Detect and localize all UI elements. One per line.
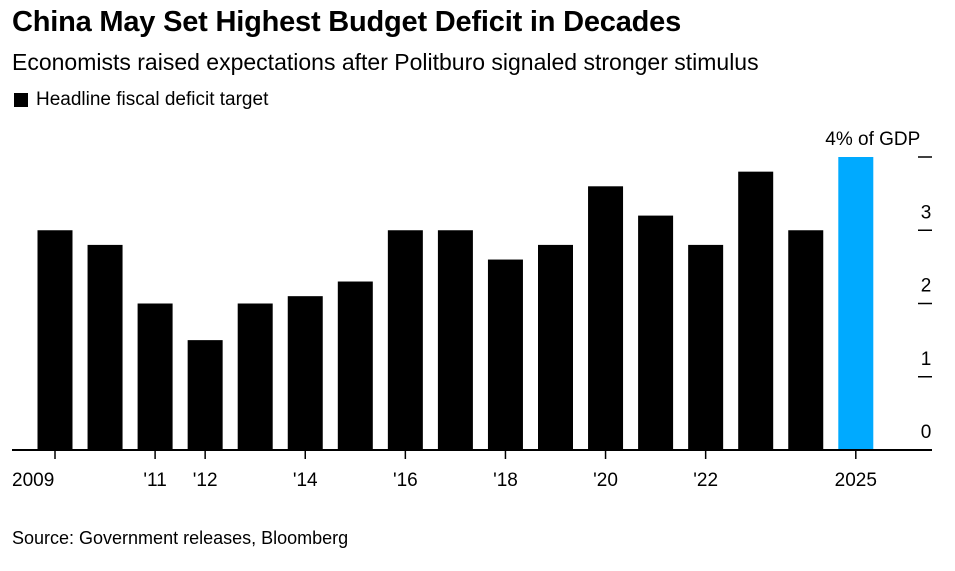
bar-2022: [688, 244, 724, 450]
bar-2024: [788, 230, 824, 450]
bar-2013: [237, 303, 273, 450]
bar-2009: [37, 230, 73, 450]
bar-2014: [287, 296, 323, 450]
x-tick-label-2014: '14: [293, 470, 318, 491]
bar-2025: [838, 157, 874, 450]
x-tick-label-2020: '20: [593, 470, 618, 491]
y-tick-label-3: 3: [921, 202, 932, 223]
y-tick-label-2: 2: [921, 276, 932, 297]
y-tick-label-0: 0: [921, 422, 932, 443]
y-tick-label-1: 1: [921, 349, 932, 370]
x-tick-label-2022: '22: [693, 470, 718, 491]
bar-2021: [638, 215, 674, 450]
x-tick-label-2025: 2025: [835, 470, 877, 491]
bar-2016: [387, 230, 423, 450]
legend: Headline fiscal deficit target: [12, 89, 268, 111]
x-tick-label-2012: '12: [193, 470, 218, 491]
legend-swatch: [14, 93, 28, 107]
bar-2018: [487, 259, 523, 450]
source-note: Source: Government releases, Bloomberg: [12, 528, 349, 548]
bar-2019: [538, 244, 573, 450]
chart-title: China May Set Highest Budget Deficit in …: [12, 6, 682, 38]
highlight-data-label: 4% of GDP: [825, 129, 920, 150]
y-axis-ticks: 0 1 2 3: [918, 156, 932, 443]
bars-group: [37, 157, 874, 451]
chart-subtitle: Economists raised expectations after Pol…: [12, 49, 759, 75]
legend-label: Headline fiscal deficit target: [36, 89, 269, 110]
x-tick-label-2018: '18: [493, 470, 518, 491]
bar-2015: [337, 281, 373, 450]
x-tick-label-2009: 2009: [12, 470, 54, 491]
bar-2017: [437, 230, 473, 450]
x-axis-ticks: 2009 '11 '12 '14 '16 '18 '20 '22 2025: [12, 450, 877, 491]
bar-2011: [137, 303, 173, 450]
bar-2020: [588, 186, 624, 451]
bar-2010: [87, 244, 123, 450]
x-tick-label-2016: '16: [393, 470, 418, 491]
bar-2012: [187, 340, 223, 451]
bar-2023: [738, 171, 774, 450]
x-tick-label-2011: '11: [143, 470, 166, 491]
